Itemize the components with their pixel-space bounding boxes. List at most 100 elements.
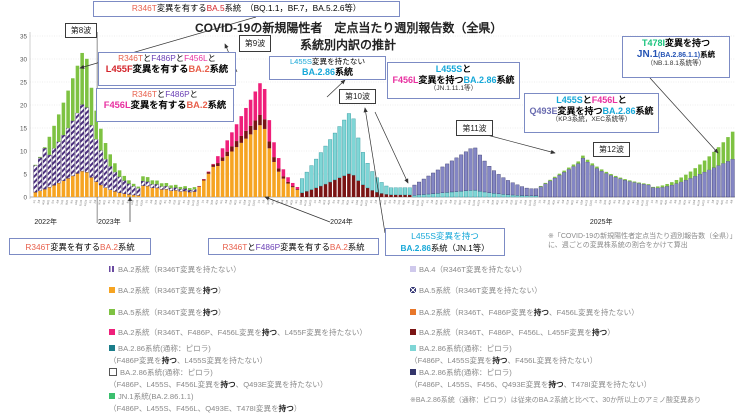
svg-text:3/15: 3/15 <box>602 199 607 205</box>
svg-text:3/15: 3/15 <box>546 199 551 205</box>
svg-text:10/8: 10/8 <box>186 199 191 205</box>
svg-text:2/8: 2/8 <box>149 199 154 204</box>
svg-text:10/8: 10/8 <box>298 199 303 205</box>
svg-text:10/8: 10/8 <box>467 199 472 205</box>
svg-text:8/22: 8/22 <box>345 199 350 205</box>
svg-text:10/8: 10/8 <box>579 199 584 205</box>
svg-text:8/22: 8/22 <box>289 199 294 205</box>
svg-text:10/8: 10/8 <box>523 199 528 205</box>
svg-text:2/8: 2/8 <box>654 199 659 204</box>
svg-text:7/15: 7/15 <box>172 199 177 205</box>
svg-text:9/1: 9/1 <box>687 199 692 204</box>
svg-text:5/1: 5/1 <box>163 199 168 204</box>
svg-text:3/15: 3/15 <box>322 199 327 205</box>
svg-text:1/1: 1/1 <box>32 199 37 204</box>
svg-text:6/8: 6/8 <box>504 199 509 204</box>
svg-text:7/15: 7/15 <box>677 199 682 205</box>
svg-text:11/15: 11/15 <box>471 199 476 206</box>
svg-text:8/22: 8/22 <box>401 199 406 205</box>
svg-text:7/15: 7/15 <box>509 199 514 205</box>
svg-text:11/15: 11/15 <box>303 199 308 206</box>
svg-text:12/22: 12/22 <box>588 199 593 207</box>
svg-text:8/22: 8/22 <box>233 199 238 205</box>
svg-text:10/8: 10/8 <box>130 199 135 205</box>
svg-text:4/22: 4/22 <box>158 199 163 205</box>
svg-text:12/22: 12/22 <box>83 199 88 207</box>
svg-text:2023年: 2023年 <box>98 217 121 226</box>
svg-text:7/15: 7/15 <box>284 199 289 205</box>
svg-text:1/1: 1/1 <box>144 199 149 204</box>
svg-text:4/22: 4/22 <box>102 199 107 205</box>
svg-text:3/15: 3/15 <box>266 199 271 205</box>
svg-text:12/22: 12/22 <box>251 199 256 207</box>
svg-text:4/22: 4/22 <box>551 199 556 205</box>
svg-text:5: 5 <box>23 172 27 179</box>
svg-text:15: 15 <box>20 126 28 133</box>
svg-text:5/1: 5/1 <box>612 199 617 204</box>
svg-text:11/15: 11/15 <box>640 199 645 206</box>
svg-text:7/15: 7/15 <box>116 199 121 205</box>
svg-text:9/1: 9/1 <box>575 199 580 204</box>
svg-text:11/15: 11/15 <box>134 199 139 206</box>
svg-text:4/22: 4/22 <box>495 199 500 205</box>
svg-text:3/15: 3/15 <box>434 199 439 205</box>
svg-text:10/8: 10/8 <box>354 199 359 205</box>
svg-text:4/22: 4/22 <box>607 199 612 205</box>
svg-text:1/1: 1/1 <box>88 199 93 204</box>
svg-text:10/8: 10/8 <box>242 199 247 205</box>
svg-text:6/8: 6/8 <box>617 199 622 204</box>
svg-text:12/22: 12/22 <box>532 199 537 207</box>
svg-text:2/8: 2/8 <box>430 199 435 204</box>
svg-text:11/15: 11/15 <box>415 199 420 206</box>
svg-text:2/8: 2/8 <box>317 199 322 204</box>
svg-text:11/15: 11/15 <box>247 199 252 206</box>
svg-text:6/8: 6/8 <box>111 199 116 204</box>
svg-text:3/15: 3/15 <box>209 199 214 205</box>
svg-text:12/22: 12/22 <box>700 199 705 207</box>
svg-text:9/1: 9/1 <box>125 199 130 204</box>
svg-text:1/1: 1/1 <box>256 199 261 204</box>
svg-text:8/22: 8/22 <box>514 199 519 205</box>
svg-text:12/22: 12/22 <box>476 199 481 207</box>
svg-text:5/1: 5/1 <box>668 199 673 204</box>
svg-text:9/1: 9/1 <box>182 199 187 204</box>
svg-text:30: 30 <box>20 57 28 64</box>
svg-text:7/15: 7/15 <box>565 199 570 205</box>
svg-text:1/1: 1/1 <box>313 199 318 204</box>
svg-text:5/1: 5/1 <box>556 199 561 204</box>
svg-text:5/1: 5/1 <box>444 199 449 204</box>
svg-text:9/1: 9/1 <box>462 199 467 204</box>
svg-text:2/8: 2/8 <box>93 199 98 204</box>
svg-text:25: 25 <box>20 80 28 87</box>
svg-text:9/1: 9/1 <box>631 199 636 204</box>
svg-text:5/1: 5/1 <box>331 199 336 204</box>
svg-text:11/15: 11/15 <box>696 199 701 206</box>
svg-text:9/1: 9/1 <box>350 199 355 204</box>
svg-text:10/8: 10/8 <box>74 199 79 205</box>
svg-text:3/15: 3/15 <box>41 199 46 205</box>
svg-text:5/1: 5/1 <box>219 199 224 204</box>
svg-text:2/8: 2/8 <box>373 199 378 204</box>
svg-text:9/1: 9/1 <box>238 199 243 204</box>
svg-text:9/1: 9/1 <box>294 199 299 204</box>
svg-text:8/22: 8/22 <box>570 199 575 205</box>
svg-text:10/8: 10/8 <box>411 199 416 205</box>
svg-text:4/22: 4/22 <box>383 199 388 205</box>
svg-text:10: 10 <box>20 149 28 156</box>
svg-text:12/22: 12/22 <box>307 199 312 207</box>
svg-text:8/22: 8/22 <box>682 199 687 205</box>
svg-text:6/8: 6/8 <box>392 199 397 204</box>
svg-text:2025年: 2025年 <box>590 217 613 226</box>
svg-text:0: 0 <box>23 195 27 202</box>
svg-text:5/1: 5/1 <box>107 199 112 204</box>
svg-text:11/15: 11/15 <box>584 199 589 206</box>
svg-text:20: 20 <box>20 103 28 110</box>
svg-text:6/8: 6/8 <box>224 199 229 204</box>
svg-text:3/15: 3/15 <box>97 199 102 205</box>
svg-text:1/1: 1/1 <box>369 199 374 204</box>
svg-text:6/8: 6/8 <box>336 199 341 204</box>
svg-text:2022年: 2022年 <box>34 217 57 226</box>
svg-text:7/15: 7/15 <box>60 199 65 205</box>
svg-text:6/8: 6/8 <box>673 199 678 204</box>
svg-text:4/22: 4/22 <box>663 199 668 205</box>
